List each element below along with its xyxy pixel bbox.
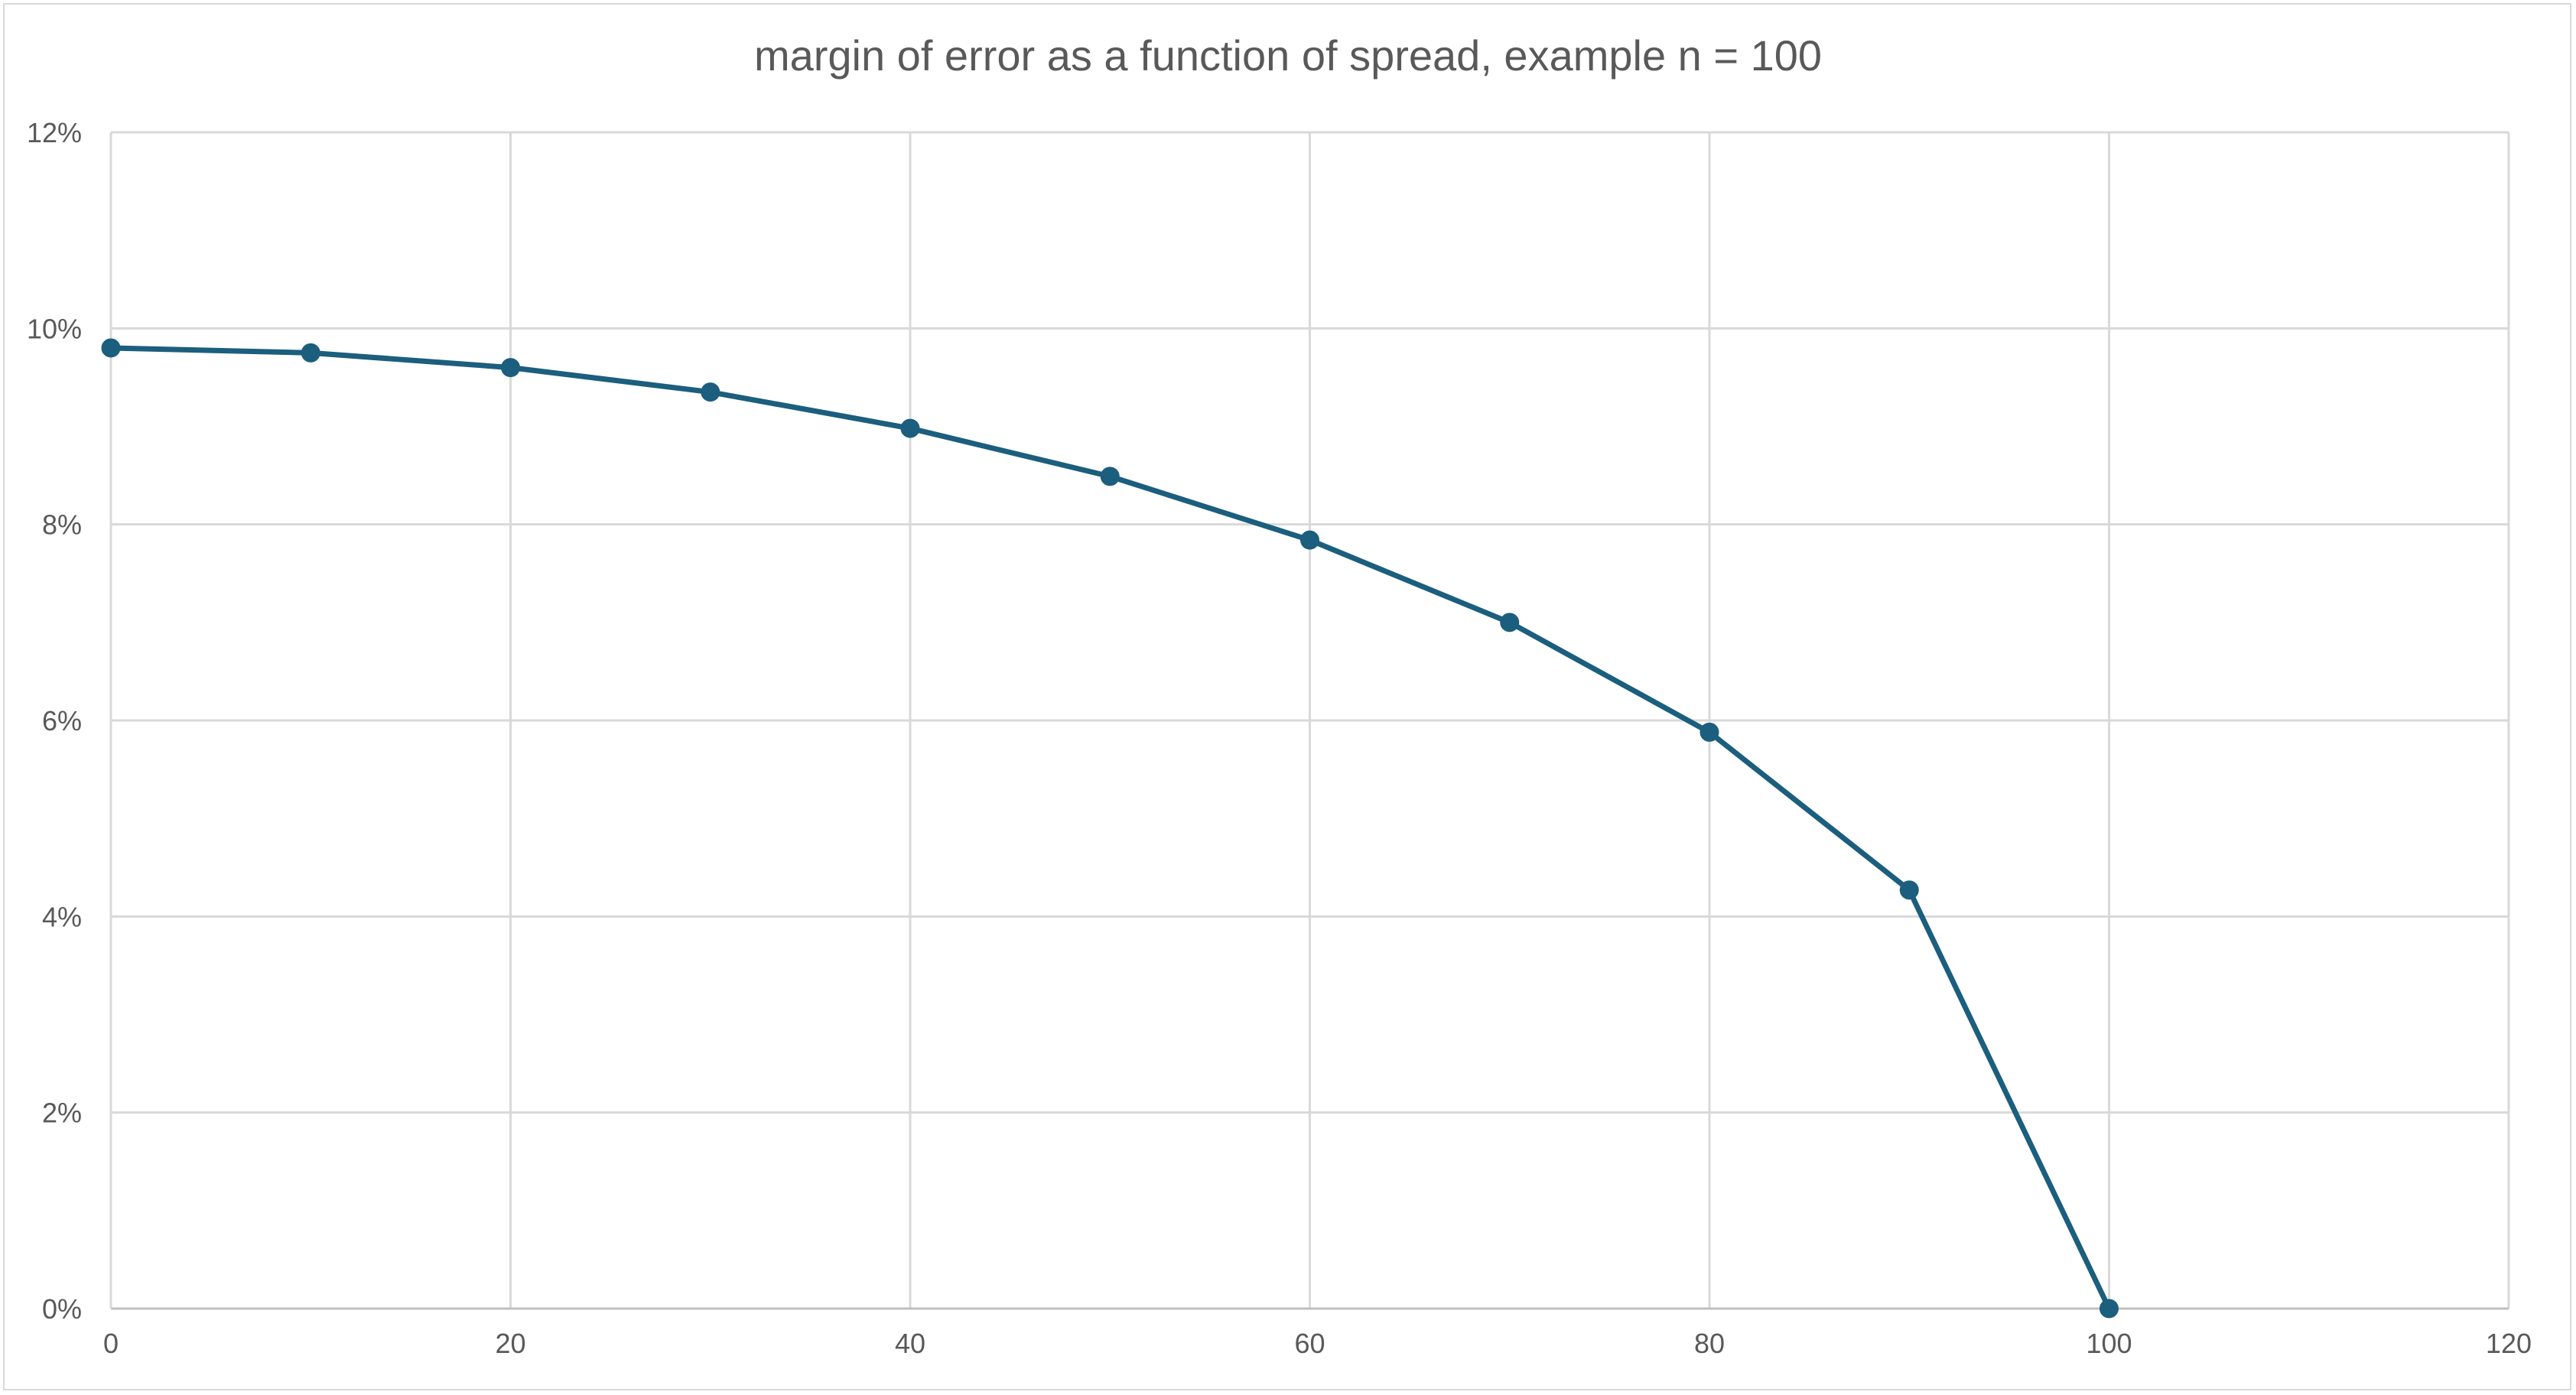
chart-frame: [3, 3, 2571, 1390]
x-tick-label: 100: [2086, 1328, 2132, 1359]
x-tick-label: 80: [1694, 1328, 1725, 1359]
y-tick-label: 10%: [27, 313, 82, 344]
x-tick-label: 0: [103, 1328, 119, 1359]
data-point: [501, 358, 520, 378]
y-tick-label: 12%: [27, 117, 82, 148]
y-tick-label: 8%: [42, 509, 82, 541]
data-point: [2100, 1299, 2119, 1319]
data-point: [101, 338, 121, 358]
data-point: [1500, 613, 1520, 632]
y-tick-label: 0%: [42, 1293, 82, 1325]
y-tick-label: 4%: [42, 901, 82, 932]
x-tick-label: 60: [1294, 1328, 1325, 1359]
data-point: [1300, 530, 1319, 550]
chart-title: margin of error as a function of spread,…: [753, 31, 1823, 80]
data-point: [900, 418, 920, 438]
series-layer: [101, 338, 2119, 1319]
x-tick-label: 40: [895, 1328, 925, 1359]
y-tick-label: 2%: [42, 1097, 82, 1129]
data-point: [701, 382, 720, 402]
y-tick-label: 6%: [42, 705, 82, 737]
data-point: [1100, 467, 1120, 486]
data-point: [1699, 722, 1719, 742]
gridlines: [109, 131, 2510, 1310]
series-line: [108, 345, 2112, 1312]
x-tick-label: 120: [2486, 1328, 2532, 1359]
x-tick-label: 20: [495, 1328, 525, 1359]
data-point: [1899, 880, 1919, 900]
data-point: [301, 343, 320, 363]
tick-labels: 0% 2% 4% 6% 8% 10% 12% 0 20 40 60 80 100 120: [27, 117, 2532, 1359]
